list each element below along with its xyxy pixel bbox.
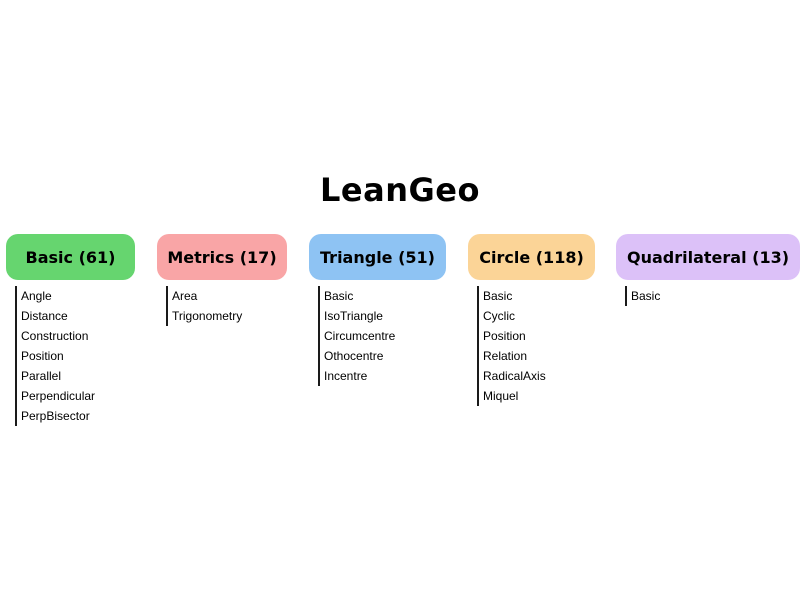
subcategory-list-basic: Angle Distance Construction Position Par… [15,286,95,426]
category-circle: Circle (118) Basic Cyclic Position Relat… [468,234,595,406]
subcategory-item: Area [172,289,198,303]
subcategory-item: Perpendicular [21,389,96,403]
subcategory-item: Basic [631,289,661,303]
subcategory-list-circle: Basic Cyclic Position Relation RadicalAx… [477,286,546,406]
category-box-quadrilateral: Quadrilateral (13) [616,234,800,280]
diagram-title: LeanGeo [320,171,480,209]
subcategory-item: Incentre [324,369,368,383]
category-metrics: Metrics (17) Area Trigonometry [157,234,287,326]
subcategory-item: Angle [21,289,52,303]
category-quadrilateral: Quadrilateral (13) Basic [616,234,800,306]
subcategory-item: Relation [483,349,528,363]
category-box-basic: Basic (61) [6,234,135,280]
subcategory-item: Trigonometry [172,309,243,323]
subcategory-list-metrics: Area Trigonometry [166,286,242,326]
subcategory-item: PerpBisector [21,409,90,423]
category-basic: Basic (61) Angle Distance Construction P… [6,234,135,426]
subcategory-list-quadrilateral: Basic [625,286,660,306]
subcategory-item: Position [21,349,64,363]
category-box-triangle: Triangle (51) [309,234,446,280]
subcategory-list-triangle: Basic IsoTriangle Circumcentre Othocentr… [318,286,395,386]
subcategory-item: Basic [483,289,513,303]
subcategory-item: Position [483,329,526,343]
subcategory-item: Parallel [21,369,62,383]
category-box-metrics: Metrics (17) [157,234,287,280]
subcategory-item: Cyclic [483,309,515,323]
subcategory-item: IsoTriangle [324,309,383,323]
subcategory-item: Miquel [483,389,519,403]
subcategory-item: Circumcentre [324,329,396,343]
subcategory-item: Othocentre [324,349,384,363]
category-box-circle: Circle (118) [468,234,595,280]
subcategory-item: Construction [21,329,89,343]
category-triangle: Triangle (51) Basic IsoTriangle Circumce… [309,234,446,386]
subcategory-item: RadicalAxis [483,369,546,383]
subcategory-item: Distance [21,309,68,323]
subcategory-item: Basic [324,289,354,303]
